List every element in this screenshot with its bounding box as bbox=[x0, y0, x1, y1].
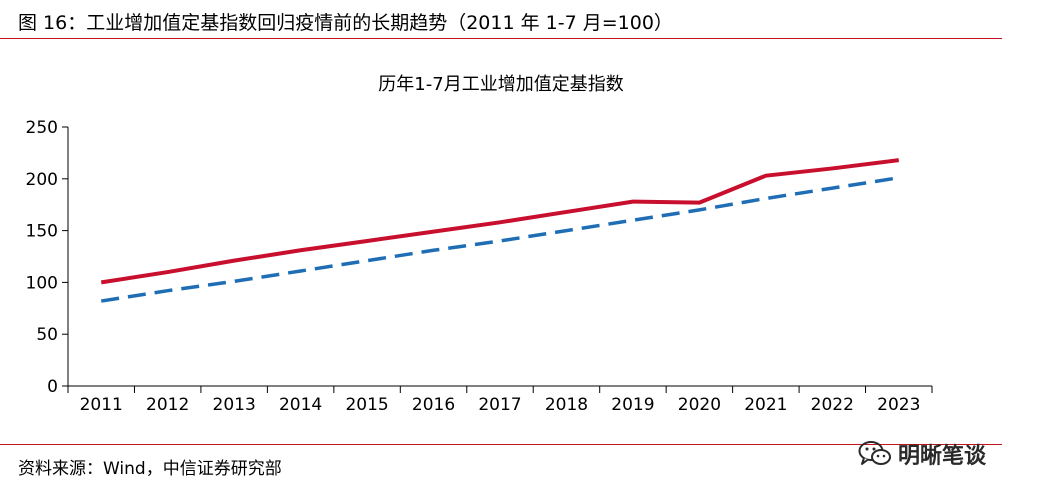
series-0-point bbox=[897, 158, 901, 162]
series-0-point bbox=[498, 220, 502, 224]
x-tick-label: 2017 bbox=[478, 395, 521, 415]
x-axis: 2011 2012 2013 2014 2015 2016 2017 2018 2019 2020… bbox=[67, 385, 933, 415]
series-0-point bbox=[631, 200, 635, 204]
series-0-point bbox=[697, 201, 701, 205]
watermark-text: 明晰笔谈 bbox=[898, 444, 987, 469]
x-tick-label: 2012 bbox=[146, 395, 189, 415]
x-tick-label: 2016 bbox=[412, 395, 455, 415]
series-1-point bbox=[697, 208, 701, 212]
x-tick-label: 2022 bbox=[811, 395, 854, 415]
watermark: 明晰笔谈 bbox=[858, 438, 986, 470]
series-0-point bbox=[830, 166, 834, 170]
x-tick-label: 2013 bbox=[213, 395, 256, 415]
series-0-point bbox=[365, 239, 369, 243]
series-0-point bbox=[764, 174, 768, 178]
x-tick-label: 2014 bbox=[279, 395, 322, 415]
figure-title: 图 16：工业增加值定基指数回归疫情前的长期趋势（2011 年 1-7 月=10… bbox=[18, 12, 673, 34]
series-1-point bbox=[432, 248, 436, 252]
series-1-point bbox=[764, 196, 768, 200]
series-0-point bbox=[432, 230, 436, 234]
wechat-icon bbox=[858, 441, 891, 465]
x-tick-label: 2015 bbox=[345, 395, 388, 415]
y-tick-label: 0 bbox=[47, 377, 58, 397]
series-0-point bbox=[564, 210, 568, 214]
y-tick-label: 150 bbox=[26, 222, 58, 242]
x-tick-label: 2021 bbox=[744, 395, 787, 415]
y-tick-label: 100 bbox=[26, 273, 58, 293]
series-1-point bbox=[232, 279, 236, 283]
top-divider bbox=[0, 38, 1002, 39]
series-1-point bbox=[299, 269, 303, 273]
series-0-point bbox=[166, 270, 170, 274]
series-1-point bbox=[564, 229, 568, 233]
source-note: 资料来源：Wind，中信证券研究部 bbox=[18, 459, 282, 479]
bottom-divider bbox=[0, 444, 1002, 445]
y-tick-label: 50 bbox=[36, 325, 58, 345]
x-tick-label: 2018 bbox=[545, 395, 588, 415]
series-1-point bbox=[830, 186, 834, 190]
y-tick-label: 250 bbox=[26, 118, 58, 138]
index-line-solid bbox=[100, 158, 900, 285]
series-0-point bbox=[299, 248, 303, 252]
series-0-point bbox=[99, 280, 103, 284]
series-1-point bbox=[631, 218, 635, 222]
series-lines bbox=[99, 158, 901, 303]
x-tick-label: 2011 bbox=[80, 395, 123, 415]
x-tick-label: 2023 bbox=[877, 395, 920, 415]
series-1-point bbox=[166, 289, 170, 293]
chart-title: 历年1-7月工业增加值定基指数 bbox=[378, 74, 624, 95]
series-1-point bbox=[498, 239, 502, 243]
series-1-point bbox=[365, 259, 369, 263]
series-1-point bbox=[99, 299, 103, 303]
x-tick-label: 2019 bbox=[611, 395, 654, 415]
series-0-point bbox=[232, 259, 236, 263]
x-tick-label: 2020 bbox=[678, 395, 721, 415]
y-axis: 0 50 100 150 200 250 bbox=[26, 118, 69, 397]
series-1-point bbox=[897, 176, 901, 180]
y-tick-label: 200 bbox=[26, 170, 58, 190]
